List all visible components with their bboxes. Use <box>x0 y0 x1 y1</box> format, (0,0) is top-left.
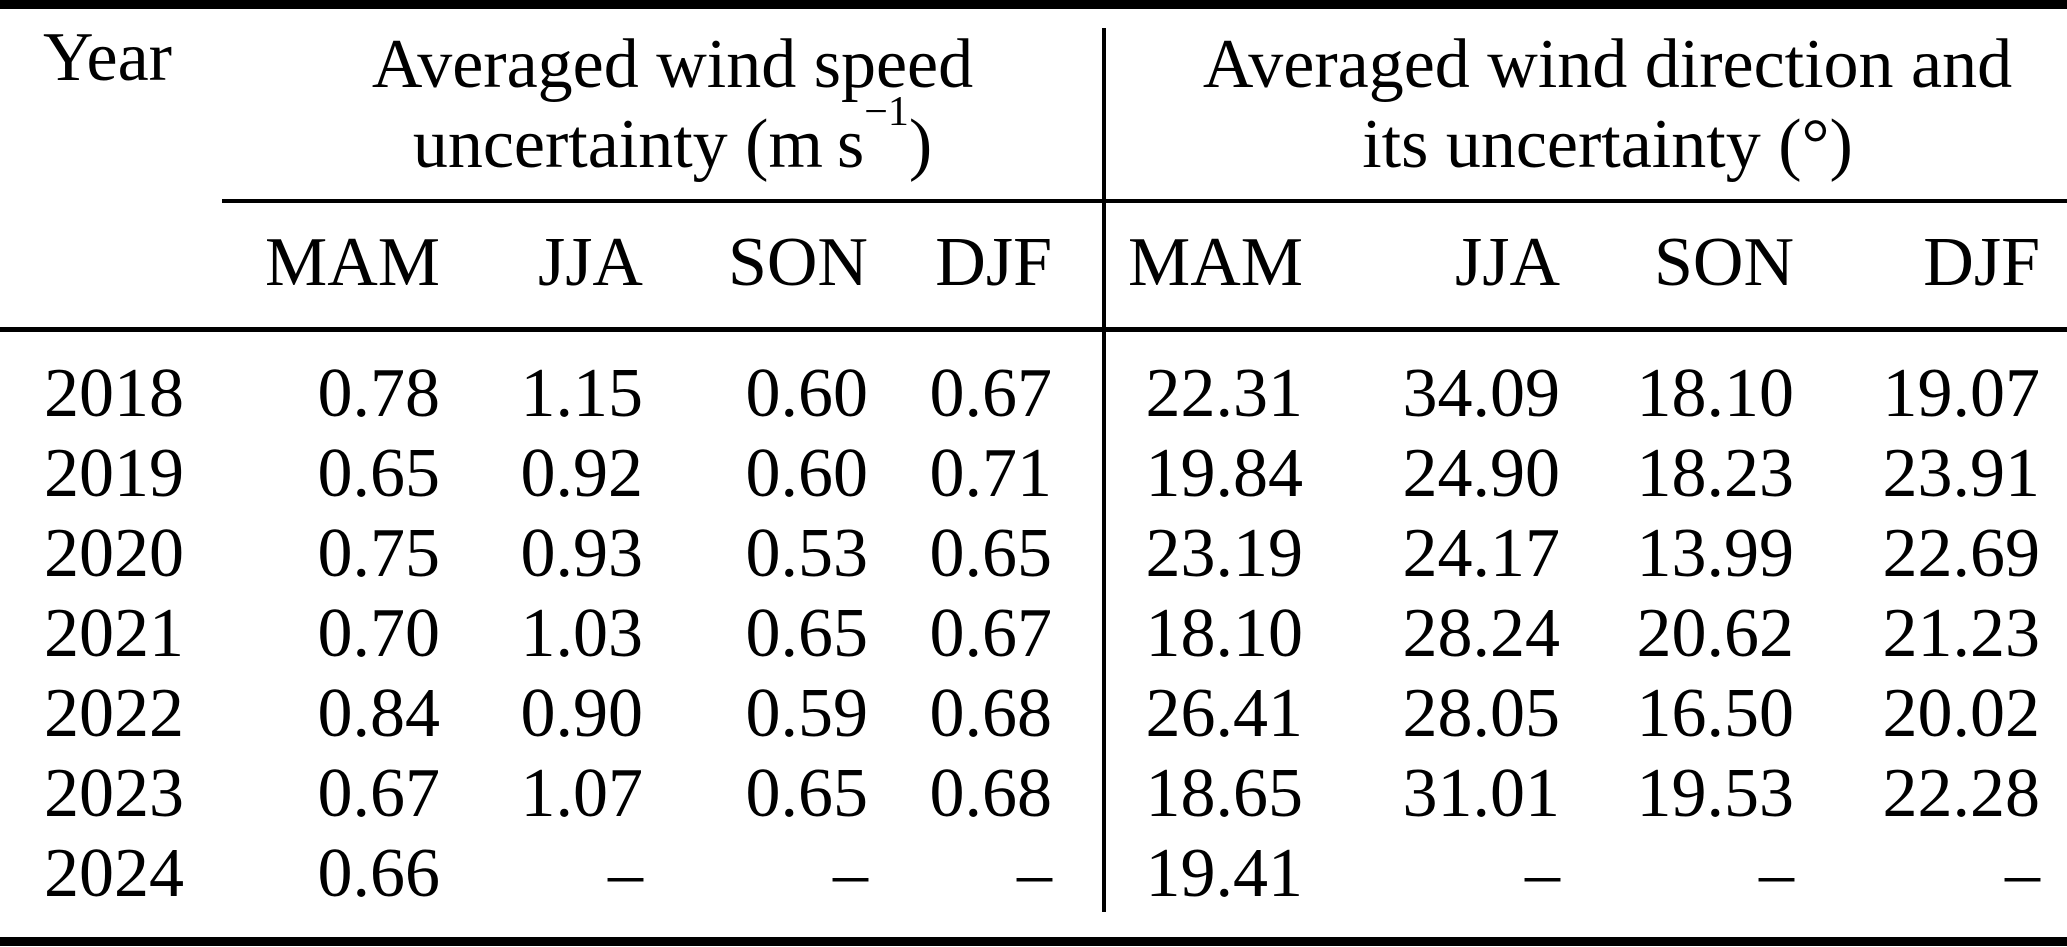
speed-group-title-line1: Averaged wind speed <box>371 25 974 103</box>
speed-jja-cell: – <box>608 835 643 912</box>
year-column-header: Year <box>43 19 172 96</box>
speed-djf-cell: 0.65 <box>929 515 1053 592</box>
dir-jja-cell: 34.09 <box>1402 355 1561 432</box>
speed-son-cell: 0.60 <box>745 435 869 512</box>
dir-son-cell: 16.50 <box>1636 675 1795 752</box>
year-cell: 2020 <box>44 515 184 592</box>
dir-mam-cell: 18.10 <box>1145 595 1304 672</box>
table-row: 2020 0.75 0.93 0.53 0.65 23.19 24.17 13.… <box>0 514 2067 594</box>
speed-son-cell: 0.59 <box>745 675 869 752</box>
season-header-dir-mam: MAM <box>1127 224 1304 301</box>
speed-djf-cell: 0.67 <box>929 595 1053 672</box>
dir-son-cell: 18.23 <box>1636 435 1795 512</box>
dir-djf-cell: – <box>2005 835 2041 912</box>
speed-mam-cell: 0.84 <box>317 675 441 752</box>
dir-jja-cell: 28.24 <box>1402 595 1561 672</box>
bottom-rule <box>0 937 2067 946</box>
dir-djf-cell: 19.07 <box>1882 355 2041 432</box>
speed-djf-cell: – <box>1017 835 1053 912</box>
dir-djf-cell: 23.91 <box>1882 435 2041 512</box>
season-header-speed-mam: MAM <box>264 224 440 301</box>
data-table: Year Averaged wind speed uncertainty (m … <box>0 10 2067 914</box>
dir-son-cell: – <box>1759 835 1795 912</box>
season-header-dir-djf: DJF <box>1923 224 2041 301</box>
dir-son-cell: 18.10 <box>1636 355 1795 432</box>
superscript-exponent: −1 <box>864 88 909 135</box>
speed-son-cell: – <box>833 835 868 912</box>
speed-djf-cell: 0.68 <box>929 675 1053 752</box>
dir-djf-cell: 22.28 <box>1882 755 2041 832</box>
speed-mam-cell: 0.70 <box>317 595 441 672</box>
speed-djf-cell: 0.68 <box>929 755 1053 832</box>
dir-jja-cell: 24.17 <box>1402 515 1561 592</box>
dir-son-cell: 19.53 <box>1636 755 1795 832</box>
dir-mam-cell: 26.41 <box>1145 675 1304 752</box>
table-row: 2022 0.84 0.90 0.59 0.68 26.41 28.05 16.… <box>0 674 2067 754</box>
speed-mam-cell: 0.65 <box>317 435 441 512</box>
dir-jja-cell: – <box>1525 835 1561 912</box>
table-row: 2018 0.78 1.15 0.60 0.67 22.31 34.09 18.… <box>0 354 2067 434</box>
year-cell: 2021 <box>44 595 184 672</box>
table-row: 2019 0.65 0.92 0.60 0.71 19.84 24.90 18.… <box>0 434 2067 514</box>
table-row: 2021 0.70 1.03 0.65 0.67 18.10 28.24 20.… <box>0 594 2067 674</box>
speed-son-cell: 0.65 <box>745 755 869 832</box>
dir-jja-cell: 31.01 <box>1402 755 1561 832</box>
dir-djf-cell: 22.69 <box>1882 515 2041 592</box>
direction-group-title-line1: Averaged wind direction and <box>1202 25 2013 103</box>
dir-mam-cell: 18.65 <box>1145 755 1304 832</box>
year-cell: 2019 <box>44 435 184 512</box>
speed-jja-cell: 1.07 <box>520 755 644 832</box>
top-rule <box>0 0 2067 9</box>
dir-son-cell: 20.62 <box>1636 595 1795 672</box>
speed-jja-cell: 0.92 <box>520 435 644 512</box>
speed-jja-cell: 1.03 <box>520 595 644 672</box>
season-header-speed-djf: DJF <box>935 224 1053 301</box>
mid-rule <box>0 327 2067 332</box>
year-cell: 2018 <box>44 355 184 432</box>
speed-son-cell: 0.53 <box>745 515 869 592</box>
direction-group-title-line2: its uncertainty (°) <box>1362 105 1853 183</box>
year-cell: 2022 <box>44 675 184 752</box>
speed-jja-cell: 1.15 <box>520 355 644 432</box>
year-cell: 2023 <box>44 755 184 832</box>
dir-mam-cell: 22.31 <box>1145 355 1304 432</box>
dir-djf-cell: 20.02 <box>1882 675 2041 752</box>
dir-mam-cell: 19.84 <box>1145 435 1304 512</box>
season-header-speed-jja: JJA <box>537 224 643 301</box>
speed-djf-cell: 0.71 <box>929 435 1053 512</box>
season-header-dir-jja: JJA <box>1454 224 1561 301</box>
table-row: 2023 0.67 1.07 0.65 0.68 18.65 31.01 19.… <box>0 754 2067 834</box>
year-cell: 2024 <box>44 835 184 912</box>
speed-djf-cell: 0.67 <box>929 355 1053 432</box>
speed-jja-cell: 0.93 <box>520 515 644 592</box>
spacer-row <box>0 327 2067 354</box>
speed-son-cell: 0.60 <box>745 355 869 432</box>
direction-group-header: Averaged wind direction and its uncertai… <box>1104 10 2067 199</box>
group-header-row: Year Averaged wind speed uncertainty (m … <box>0 10 2067 199</box>
season-header-dir-son: SON <box>1653 224 1795 301</box>
header-underline-rule <box>222 199 2067 203</box>
speed-group-header: Averaged wind speed uncertainty (m s−1) <box>185 10 1104 199</box>
group-separator-line <box>1102 28 1106 912</box>
speed-son-cell: 0.65 <box>745 595 869 672</box>
dir-mam-cell: 23.19 <box>1145 515 1304 592</box>
dir-jja-cell: 28.05 <box>1402 675 1561 752</box>
season-header-speed-son: SON <box>727 224 868 301</box>
dir-son-cell: 13.99 <box>1636 515 1795 592</box>
dir-mam-cell: 19.41 <box>1145 835 1304 912</box>
speed-mam-cell: 0.67 <box>317 755 441 832</box>
speed-mam-cell: 0.78 <box>317 355 441 432</box>
dir-jja-cell: 24.90 <box>1402 435 1561 512</box>
speed-group-title-line2: uncertainty (m s−1) <box>412 88 933 183</box>
dir-djf-cell: 21.23 <box>1882 595 2041 672</box>
season-header-row: MAM JJA SON DJF MAM JJA SON DJF <box>0 199 2067 327</box>
speed-jja-cell: 0.90 <box>520 675 644 752</box>
speed-mam-cell: 0.66 <box>317 835 441 912</box>
speed-mam-cell: 0.75 <box>317 515 441 592</box>
table-row: 2024 0.66 – – – 19.41 – – – <box>0 834 2067 914</box>
